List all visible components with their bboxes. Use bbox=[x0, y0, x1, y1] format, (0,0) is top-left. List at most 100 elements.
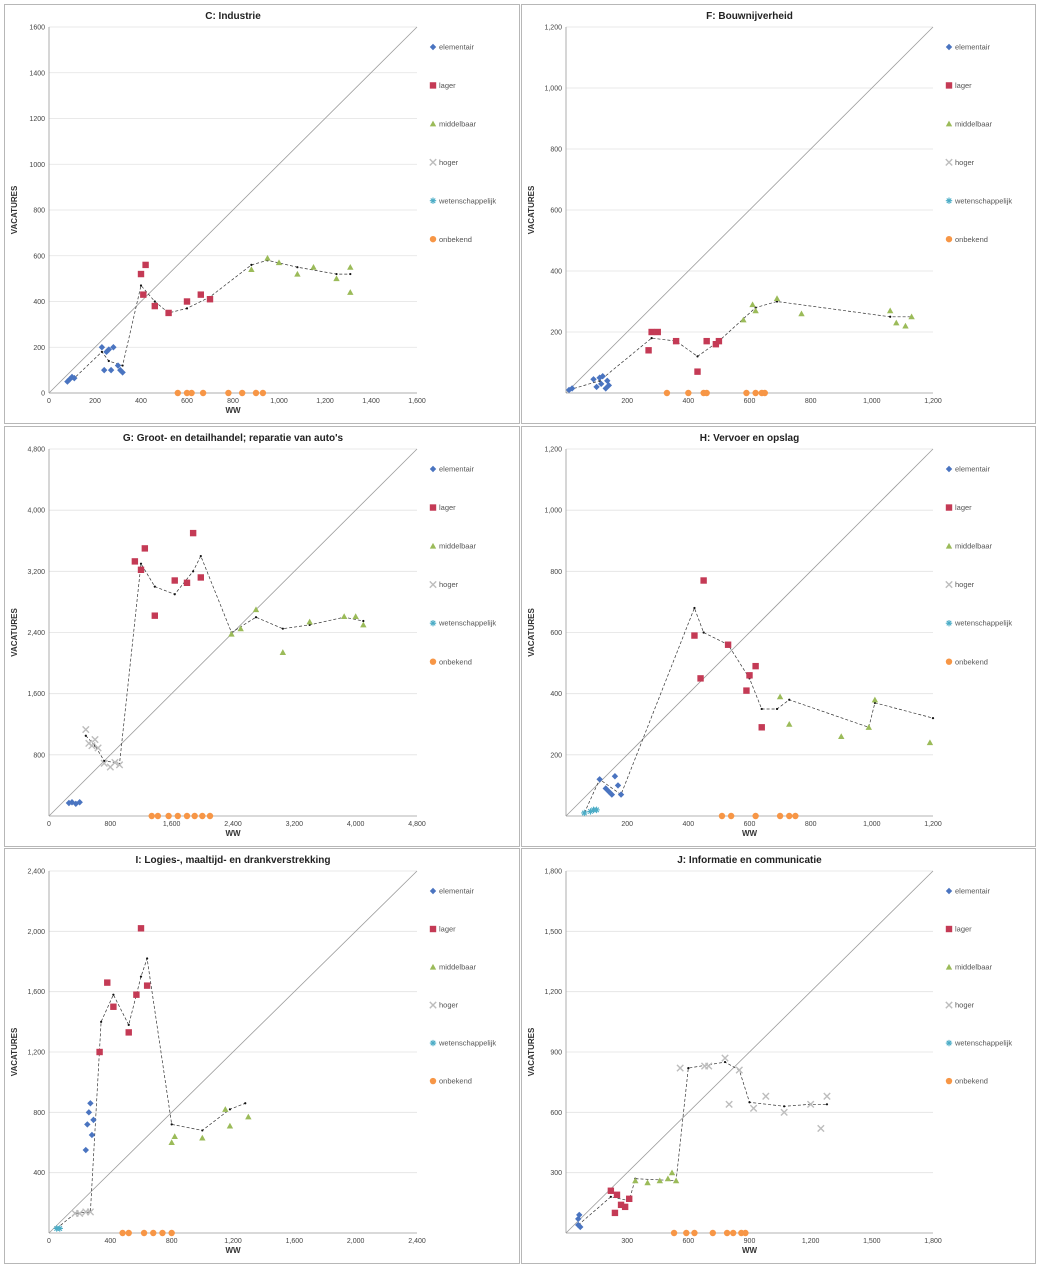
chart-title: F: Bouwnijverheid bbox=[706, 11, 793, 22]
data-point-hoger bbox=[86, 1208, 95, 1216]
data-point-onbekend bbox=[709, 1229, 716, 1237]
data-point-lager bbox=[607, 1187, 615, 1194]
trend-point bbox=[100, 1020, 103, 1023]
legend-item-lager: lager bbox=[429, 503, 456, 512]
y-tick-label: 200 bbox=[550, 330, 562, 337]
data-point-lager bbox=[165, 309, 172, 317]
data-point-hoger bbox=[749, 1104, 758, 1113]
data-point-middelbaar bbox=[893, 319, 900, 326]
data-point-elementair bbox=[71, 374, 78, 382]
data-point-middelbaar bbox=[871, 696, 879, 703]
data-point-wetenschappelijk bbox=[581, 809, 588, 817]
data-point-lager bbox=[183, 579, 191, 587]
data-point-hoger bbox=[806, 1100, 815, 1108]
data-point-middelbaar bbox=[664, 1175, 672, 1182]
y-tick-label: 1200 bbox=[29, 116, 45, 123]
diagonal-line bbox=[565, 26, 934, 394]
diagonal-line bbox=[48, 448, 418, 817]
legend-label: elementair bbox=[439, 887, 475, 896]
chart-title: G: Groot- en detailhandel; reparatie van… bbox=[123, 433, 344, 444]
x-tick-label: 800 bbox=[166, 1238, 178, 1245]
trend-point bbox=[889, 315, 892, 318]
y-tick-label: 1,200 bbox=[544, 447, 562, 454]
trend-point bbox=[84, 734, 87, 737]
series-elementair bbox=[575, 1211, 584, 1231]
data-point-onbekend bbox=[703, 389, 710, 397]
legend-item-hoger: hoger bbox=[945, 580, 975, 589]
legend-item-hoger: hoger bbox=[429, 158, 459, 167]
trend-point bbox=[693, 606, 696, 610]
legend-item-middelbaar: middelbaar bbox=[429, 119, 477, 128]
legend-item-wetenschappelijk: wetenschappelijk bbox=[945, 1039, 1012, 1048]
data-point-onbekend bbox=[685, 389, 692, 397]
data-point-lager bbox=[137, 925, 145, 932]
data-point-lager bbox=[206, 296, 214, 303]
legend-label: hoger bbox=[955, 1001, 975, 1010]
legend-marker-wetenschappelijk bbox=[945, 619, 953, 627]
data-point-middelbaar bbox=[237, 625, 244, 632]
trend-point bbox=[296, 266, 299, 269]
series-wetenschappelijk bbox=[53, 1225, 63, 1232]
data-point-onbekend bbox=[125, 1229, 132, 1237]
data-point-elementair bbox=[617, 791, 625, 798]
legend-marker-hoger bbox=[945, 158, 953, 166]
data-point-middelbaar bbox=[279, 649, 287, 655]
legend-item-onbekend: onbekend bbox=[945, 657, 988, 666]
data-point-lager bbox=[743, 687, 750, 694]
x-axis-label: WW bbox=[225, 406, 241, 415]
chart-title: H: Vervoer en opslag bbox=[700, 433, 799, 444]
legend-item-wetenschappelijk: wetenschappelijk bbox=[429, 196, 496, 205]
series-lager bbox=[691, 577, 765, 731]
y-tick-label: 0 bbox=[41, 391, 45, 398]
legend-marker-lager bbox=[429, 82, 437, 89]
data-point-wetenschappelijk bbox=[587, 808, 594, 815]
legend-item-lager: lager bbox=[945, 503, 972, 512]
legend-marker-hoger bbox=[429, 158, 437, 166]
data-point-lager bbox=[724, 641, 732, 648]
x-tick-label: 200 bbox=[621, 821, 633, 828]
diagonal-line bbox=[48, 870, 418, 1234]
x-tick-label: 800 bbox=[227, 398, 239, 405]
series-lager bbox=[607, 1187, 633, 1217]
data-point-lager bbox=[672, 337, 680, 345]
x-tick-label: 800 bbox=[104, 821, 116, 828]
legend-label: lager bbox=[955, 503, 972, 512]
trend-point bbox=[788, 698, 791, 701]
data-point-onbekend bbox=[206, 812, 214, 820]
legend-marker-lager bbox=[945, 82, 953, 89]
trend-point bbox=[825, 1103, 829, 1106]
data-point-lager bbox=[648, 328, 655, 336]
data-point-hoger bbox=[111, 758, 119, 767]
x-axis-label: WW bbox=[225, 1246, 241, 1255]
x-tick-label: 4,000 bbox=[347, 821, 365, 828]
legend-item-middelbaar: middelbaar bbox=[945, 963, 993, 972]
chart-panel-1: C: Industrie 0 200 400 600 800 1000 1200 1400 160… bbox=[4, 4, 520, 424]
legend-item-middelbaar: middelbaar bbox=[945, 119, 993, 128]
data-point-lager bbox=[697, 675, 704, 682]
data-point-onbekend bbox=[168, 1229, 175, 1237]
data-point-lager bbox=[617, 1201, 625, 1209]
data-point-middelbaar bbox=[264, 254, 271, 261]
trend-point bbox=[254, 616, 258, 619]
trend-point bbox=[760, 707, 763, 711]
y-tick-label: 1,000 bbox=[544, 508, 562, 515]
chart-panel-2: F: Bouwnijverheid 200 400 600 800 1,000 1,200 2… bbox=[521, 4, 1036, 424]
data-point-hoger bbox=[721, 1054, 729, 1062]
data-point-hoger bbox=[88, 741, 96, 750]
x-tick-label: 1,600 bbox=[163, 821, 181, 828]
x-tick-label: 1,500 bbox=[863, 1238, 881, 1245]
chart-title: J: Informatie en communicatie bbox=[677, 855, 822, 866]
series-elementair bbox=[82, 1100, 97, 1154]
legend-label: elementair bbox=[439, 465, 475, 474]
data-point-middelbaar bbox=[228, 630, 235, 637]
data-point-onbekend bbox=[159, 1229, 166, 1237]
y-tick-label: 800 bbox=[33, 752, 45, 759]
data-point-hoger bbox=[780, 1108, 788, 1117]
trend-point bbox=[650, 337, 653, 340]
data-point-wetenschappelijk bbox=[593, 806, 600, 814]
y-tick-label: 800 bbox=[550, 147, 562, 154]
trend-point bbox=[192, 570, 195, 573]
chart-svg: C: Industrie 0 200 400 600 800 1000 1200 1400 160… bbox=[10, 11, 496, 415]
trend-line bbox=[56, 958, 246, 1229]
x-tick-label: 1,200 bbox=[802, 1238, 820, 1245]
